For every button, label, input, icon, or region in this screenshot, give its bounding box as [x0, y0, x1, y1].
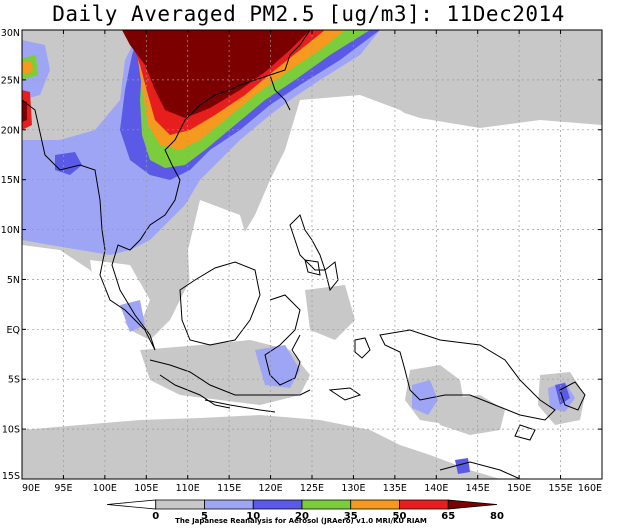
colorbar-swatch	[252, 499, 303, 510]
lat-tick-label: 30N	[1, 28, 20, 39]
lon-tick-label: 100E	[93, 483, 117, 494]
lon-tick-label: 95E	[54, 483, 72, 494]
credit-text: The Japanese Reanalysis for Aerosol (JRA…	[175, 517, 427, 525]
colorbar-label: 20	[295, 511, 309, 522]
colorbar-label: 5	[201, 511, 208, 522]
lon-tick-label: 150E	[507, 483, 531, 494]
lon-tick-label: 90E	[22, 483, 40, 494]
lon-tick-label: 160E	[578, 483, 602, 494]
lon-tick-label: 110E	[176, 483, 200, 494]
lon-tick-label: 130E	[341, 483, 365, 494]
colorbar-label: 50	[393, 511, 407, 522]
map-title: Daily Averaged PM2.5 [ug/m3]: 11Dec2014	[52, 2, 565, 26]
lon-tick-label: 115E	[217, 483, 241, 494]
lat-tick-label: 15S	[2, 471, 20, 482]
lat-tick-label: EQ	[7, 325, 20, 336]
colorbar-swatch	[155, 499, 205, 510]
lon-tick-label: 105E	[134, 483, 158, 494]
colorbar-swatch	[204, 499, 254, 510]
lat-tick-label: 10N	[1, 225, 20, 236]
lon-tick-label: 155E	[549, 483, 573, 494]
colorbar-label: 35	[344, 511, 358, 522]
lon-tick-label: 125E	[300, 483, 324, 494]
lat-tick-label: 20N	[1, 125, 20, 136]
lat-tick-label: 15N	[1, 175, 20, 186]
axis-tick-marks	[21, 29, 603, 480]
lat-tick-label: 25N	[1, 75, 20, 86]
shade-grey-south	[22, 415, 500, 479]
colorbar-label: 10	[246, 511, 260, 522]
lat-tick-label: 5N	[7, 275, 20, 286]
latitude-labels: 30N 25N 20N 15N 10N 5N EQ 5S 10S 15S	[1, 28, 20, 482]
lon-tick-label: 145E	[466, 483, 490, 494]
coastlines	[22, 30, 586, 479]
colorbar-swatch	[301, 499, 352, 510]
gridlines	[22, 30, 602, 479]
concentration-field	[22, 30, 602, 479]
lat-tick-label: 5S	[8, 375, 20, 386]
colorbar-label: 0	[152, 511, 159, 522]
colorbar-swatch	[447, 499, 498, 510]
colorbar-swatch	[350, 499, 400, 510]
colorbar-swatch	[399, 499, 449, 510]
colorbar-swatch	[106, 499, 157, 510]
colorbar: 0 5 10 20 35 50 65 80	[106, 499, 504, 522]
lon-tick-label: 135E	[383, 483, 407, 494]
lon-tick-label: 120E	[259, 483, 283, 494]
colorbar-label: 80	[490, 511, 504, 522]
lat-tick-label: 10S	[2, 425, 20, 436]
colorbar-label: 65	[441, 511, 455, 522]
lon-tick-label: 140E	[424, 483, 448, 494]
longitude-labels: 90E 95E 100E 105E 110E 115E 120E 125E 130E 135E 14…	[22, 483, 602, 494]
